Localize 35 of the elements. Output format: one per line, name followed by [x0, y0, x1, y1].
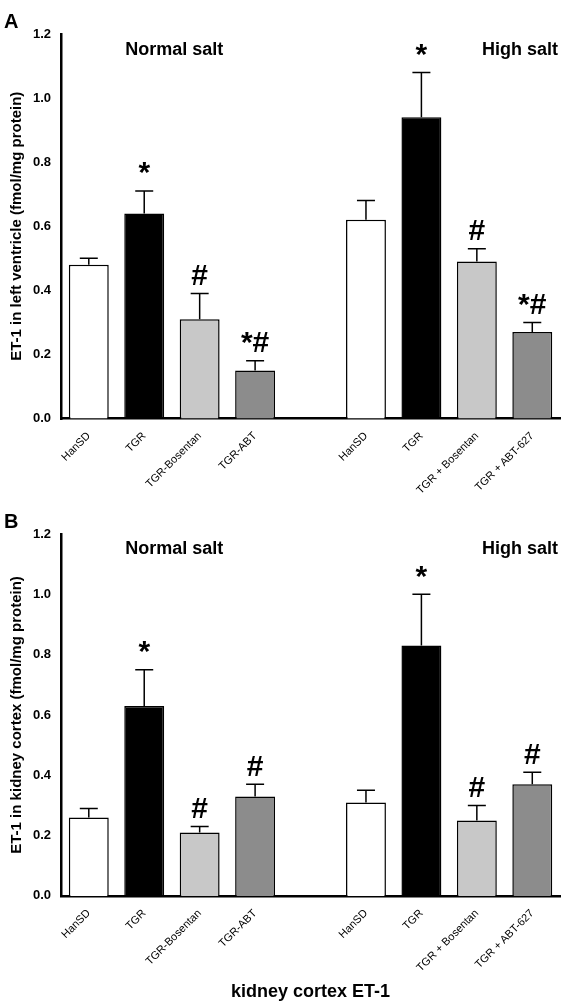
- y-axis-title: ET-1 in left ventricle (fmol/mg protein): [7, 91, 25, 361]
- y-tick-label: 0.6: [32, 706, 52, 722]
- y-tick-label: 0.0: [32, 410, 52, 426]
- data-label: *: [415, 36, 428, 70]
- data-label: #: [191, 790, 209, 824]
- annotation: Normal salt: [125, 538, 224, 559]
- y-tick-label: 1.2: [32, 525, 52, 541]
- y-tick-label: 0.0: [32, 887, 52, 903]
- chart-title: A: [4, 9, 19, 32]
- data-label: #: [468, 212, 486, 246]
- annotation: Normal salt: [125, 38, 224, 59]
- data-label: #: [523, 736, 541, 770]
- data-label: *#: [240, 325, 270, 359]
- annotation: High salt: [481, 38, 559, 59]
- data-label: *: [415, 558, 428, 592]
- y-tick-label: 1.0: [32, 585, 52, 601]
- y-tick-label: 0.8: [32, 646, 52, 662]
- y-tick-label: 1.2: [32, 25, 52, 41]
- data-label: *#: [518, 286, 547, 320]
- data-label: #: [246, 748, 264, 782]
- y-tick-label: 0.2: [32, 346, 52, 362]
- data-label: *: [138, 155, 151, 189]
- annotation: High salt: [481, 538, 559, 559]
- y-tick-label: 0.6: [32, 217, 52, 233]
- y-axis-title: ET-1 in kidney cortex (fmol/mg protein): [7, 576, 25, 854]
- y-tick-label: 0.2: [32, 827, 52, 843]
- y-tick-label: 0.4: [32, 281, 52, 297]
- y-tick-label: 0.4: [32, 766, 52, 782]
- x-axis-title: kidney cortex ET-1: [231, 981, 391, 1002]
- data-label: *: [138, 633, 151, 667]
- chart-title: B: [4, 509, 19, 532]
- y-tick-label: 1.0: [32, 89, 52, 105]
- data-label: #: [191, 257, 209, 291]
- data-label: #: [468, 769, 486, 803]
- y-tick-label: 0.8: [32, 153, 52, 169]
